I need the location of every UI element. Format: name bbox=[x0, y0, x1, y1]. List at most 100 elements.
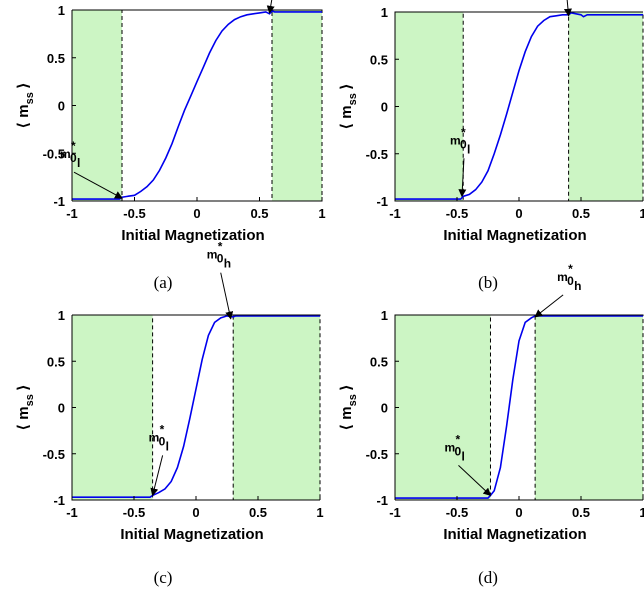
y-axis-label-sub: ss bbox=[24, 92, 36, 104]
annotation-sup: * bbox=[160, 422, 165, 436]
annotation-high: m0h* bbox=[563, 0, 572, 17]
annotation-sup: * bbox=[455, 432, 460, 446]
annotation-low: m 0 l* bbox=[149, 422, 169, 497]
x-tick-label: 1 bbox=[316, 505, 323, 520]
y-axis-label-sub: ss bbox=[347, 93, 359, 105]
x-tick-label: -0.5 bbox=[446, 505, 468, 520]
x-tick-label: -1 bbox=[66, 505, 78, 520]
x-tick-label: -1 bbox=[389, 505, 401, 520]
annotation-arrow bbox=[458, 158, 467, 198]
x-tick-label: -0.5 bbox=[123, 505, 145, 520]
panel-b: -1 -0.5 0 0.5 1 -1 -0.5 0 0.5 1 Initial Magnetizat… bbox=[338, 0, 644, 292]
y-axis-label-main: ⟨ m bbox=[338, 406, 355, 430]
annotation-sup: * bbox=[568, 262, 573, 276]
annotation-sub: 0 bbox=[217, 252, 224, 266]
x-tick-label: 1 bbox=[639, 505, 644, 520]
y-tick-label: -0.5 bbox=[43, 146, 65, 161]
annotation-arrow bbox=[73, 171, 123, 199]
y-axis-label-close: ⟩ bbox=[15, 82, 32, 89]
annotation-base: m bbox=[444, 440, 455, 454]
x-tick-label: 0.5 bbox=[250, 206, 268, 221]
annotation-base: m bbox=[557, 270, 568, 284]
x-tick-label: 0 bbox=[515, 206, 522, 221]
y-tick-label: -0.5 bbox=[366, 447, 388, 462]
y-axis-label: ⟨ mss ⟩ bbox=[338, 384, 359, 430]
shaded-region bbox=[395, 315, 491, 500]
x-tick-label: 0.5 bbox=[572, 206, 590, 221]
x-tick-label: -0.5 bbox=[123, 206, 145, 221]
x-axis-label: Initial Magnetization bbox=[120, 526, 263, 543]
y-axis-label-main: ⟨ m bbox=[15, 104, 32, 128]
y-tick-label: -0.5 bbox=[43, 447, 65, 462]
y-tick-label: -1 bbox=[53, 194, 65, 209]
y-axis-label-main: ⟨ m bbox=[15, 406, 32, 430]
annotation-sub: 0 bbox=[460, 137, 467, 151]
shaded-region bbox=[72, 315, 153, 500]
y-tick-label: -1 bbox=[53, 493, 65, 508]
annotation-base: m bbox=[149, 430, 160, 444]
x-tick-label: -1 bbox=[389, 206, 401, 221]
panel-a: -1 -0.5 0 0.5 1 -1 -0.5 0 0.5 1 Initial Magnetizat… bbox=[15, 0, 326, 292]
annotation-arrow bbox=[150, 455, 164, 497]
x-axis-label: Initial Magnetization bbox=[443, 227, 586, 244]
annotation-arrow bbox=[458, 465, 492, 497]
annotation-sup: * bbox=[461, 125, 466, 139]
annotation-arrow bbox=[534, 294, 564, 318]
annotation-high: m0h* bbox=[266, 0, 275, 14]
annotation-sub: 0 bbox=[567, 274, 574, 288]
shaded-region-border bbox=[394, 11, 464, 202]
annotation-sub: 0 bbox=[454, 444, 461, 458]
shaded-region bbox=[395, 12, 464, 201]
x-tick-label: 1 bbox=[318, 206, 325, 221]
annotation-subsub: l bbox=[461, 449, 464, 463]
annotation-base: m bbox=[450, 133, 461, 147]
y-tick-label: 0 bbox=[381, 401, 388, 416]
y-tick-label: 1 bbox=[58, 3, 65, 18]
annotation-sup: * bbox=[218, 240, 223, 254]
y-axis-label-close: ⟩ bbox=[338, 384, 355, 391]
panel-caption: (c) bbox=[154, 568, 173, 587]
annotation-sub: 0 bbox=[70, 151, 77, 165]
annotation-subsub: l bbox=[77, 156, 80, 170]
annotation-sub: 0 bbox=[159, 434, 166, 448]
shaded-region bbox=[72, 10, 122, 201]
y-axis-label: ⟨ mss ⟩ bbox=[338, 83, 359, 129]
panel-caption: (d) bbox=[478, 568, 498, 587]
annotation-subsub: l bbox=[166, 439, 169, 453]
annotation-base: m bbox=[60, 147, 71, 161]
shaded-region bbox=[568, 12, 643, 201]
annotation-arrow bbox=[266, 0, 275, 14]
panel-caption: (a) bbox=[154, 273, 173, 292]
annotation-low: m 0 l* bbox=[60, 139, 123, 199]
x-tick-label: 1 bbox=[639, 206, 644, 221]
annotation-base: m bbox=[207, 248, 218, 262]
y-axis-label-sub: ss bbox=[347, 394, 359, 406]
x-tick-label: 0.5 bbox=[572, 505, 590, 520]
y-tick-label: -1 bbox=[376, 194, 388, 209]
x-axis-label: Initial Magnetization bbox=[443, 526, 586, 543]
y-axis-label-sub: ss bbox=[24, 394, 36, 406]
annotation-low: m 0 l* bbox=[450, 125, 470, 198]
y-axis-label: ⟨ mss ⟩ bbox=[15, 384, 36, 430]
y-tick-label: 1 bbox=[381, 308, 388, 323]
y-tick-label: 0 bbox=[58, 401, 65, 416]
y-tick-label: 1 bbox=[58, 308, 65, 323]
annotation-arrow bbox=[220, 272, 234, 320]
annotation-subsub: l bbox=[467, 142, 470, 156]
y-tick-label: 0.5 bbox=[47, 51, 65, 66]
annotation-sup: * bbox=[71, 139, 76, 153]
x-axis-label: Initial Magnetization bbox=[121, 227, 264, 244]
annotation-subsub: h bbox=[224, 257, 231, 271]
y-tick-label: 0 bbox=[381, 100, 388, 115]
y-axis-label: ⟨ mss ⟩ bbox=[15, 82, 36, 128]
y-tick-label: -0.5 bbox=[366, 147, 388, 162]
y-tick-label: 0.5 bbox=[47, 354, 65, 369]
annotation-arrow bbox=[563, 0, 572, 17]
x-tick-label: 0 bbox=[515, 505, 522, 520]
y-tick-label: -1 bbox=[376, 493, 388, 508]
panel-caption: (b) bbox=[478, 273, 498, 292]
x-tick-label: -1 bbox=[66, 206, 78, 221]
x-tick-label: 0.5 bbox=[249, 505, 267, 520]
